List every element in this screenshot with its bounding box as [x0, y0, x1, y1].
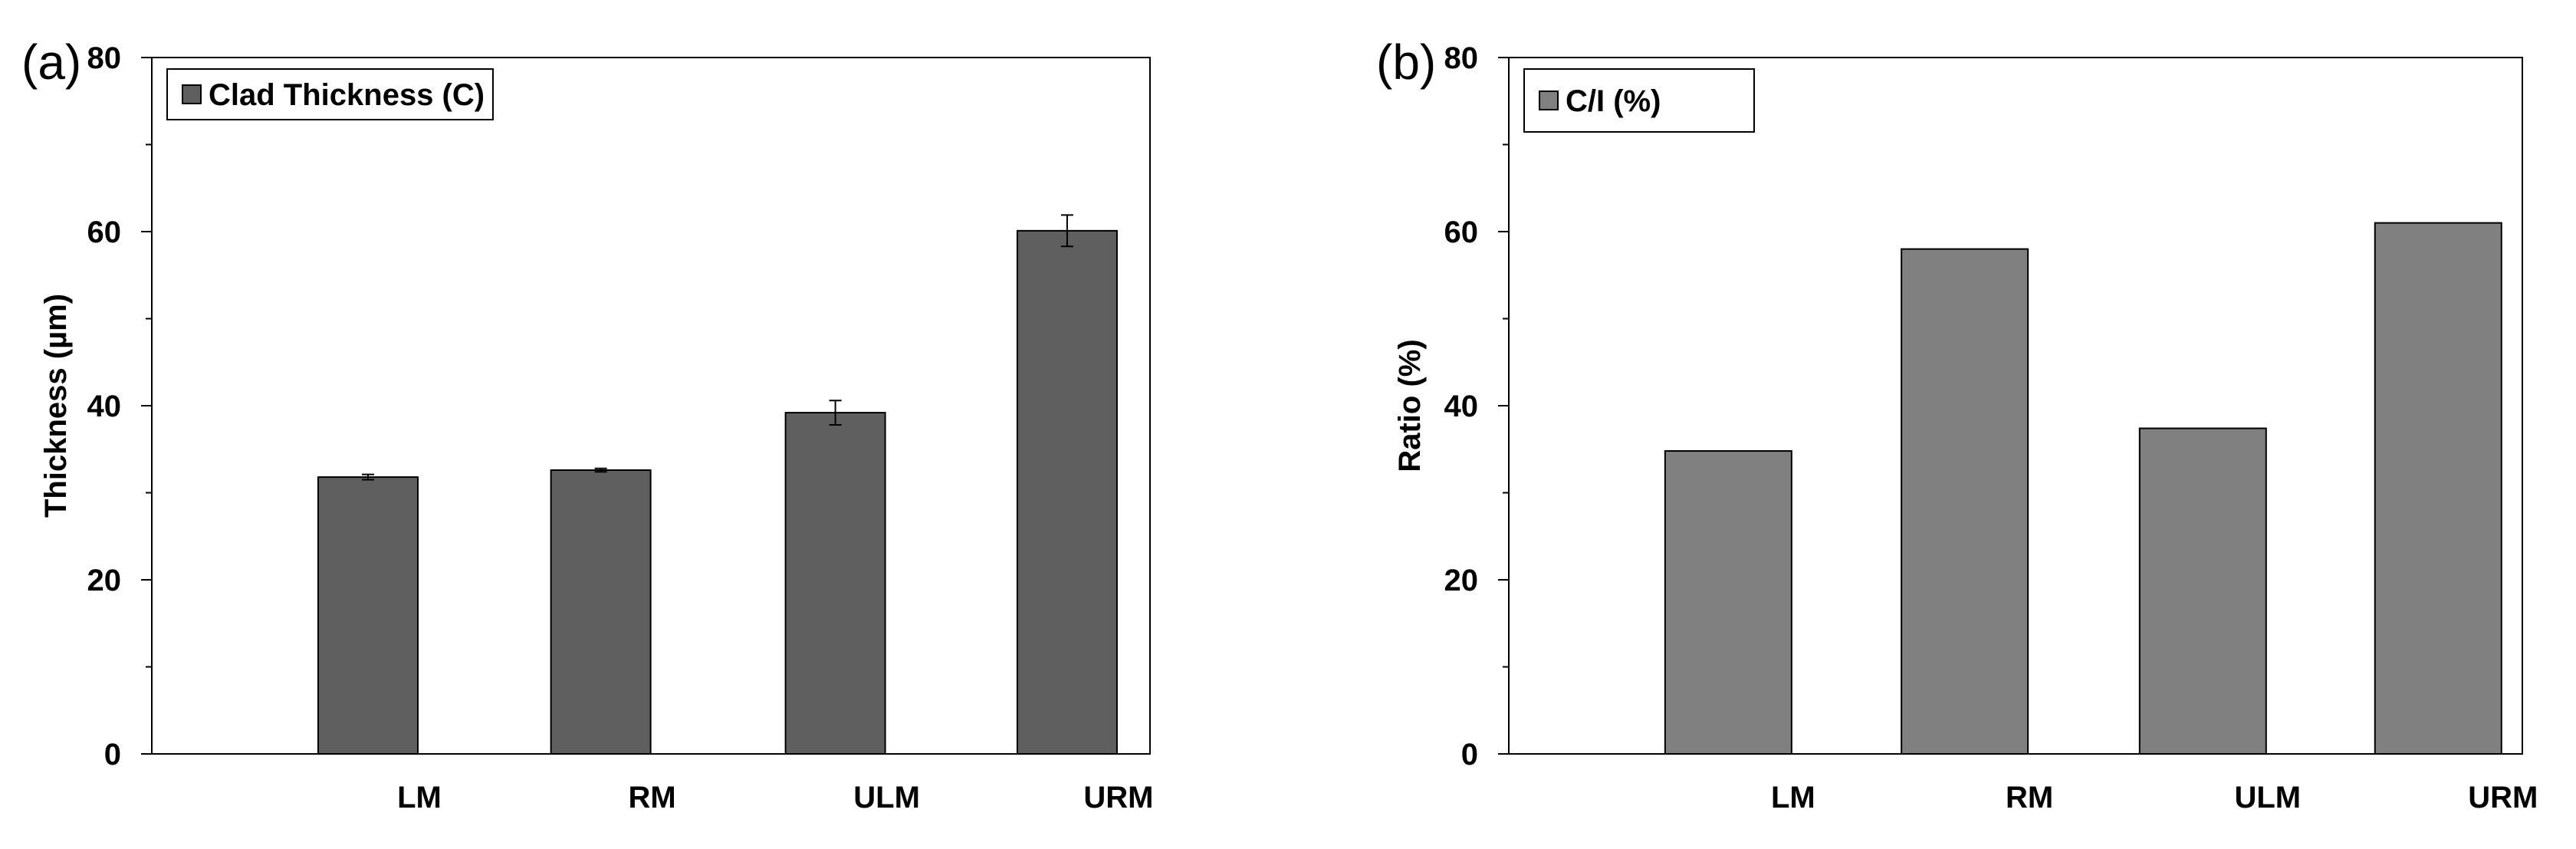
- chart-a: (a) 0 20 40 60 80 Thickness (µm) LM RM ULM URM Clad…: [21, 35, 1153, 814]
- bar-urm: [1016, 229, 1118, 755]
- x-tick-label-rm: RM: [2006, 781, 2053, 814]
- legend-label: Clad Thickness (C): [209, 78, 485, 112]
- x-tick-label-lm: LM: [397, 781, 442, 814]
- legend-swatch: [1539, 90, 1559, 110]
- bar-urm: [2374, 222, 2502, 755]
- legend-label: C/I (%): [1566, 84, 1661, 118]
- y-tick-label: 20: [87, 564, 122, 597]
- panel-label: (a): [21, 35, 81, 90]
- y-tick-label: 60: [1444, 216, 1479, 249]
- y-tick-label: 0: [1461, 738, 1478, 772]
- y-tick-label: 80: [87, 41, 122, 75]
- bar-lm: [317, 476, 419, 755]
- y-tick-label: 60: [87, 216, 122, 249]
- legend-box: [1523, 68, 1755, 133]
- y-tick-label: 40: [87, 390, 122, 423]
- bar-ulm: [784, 412, 886, 755]
- legend: Clad Thickness (C): [166, 68, 494, 120]
- y-tick-label: 0: [104, 738, 121, 772]
- chart-b: (b) 0 20 40 60 80 Ratio (%) LM RM ULM URM C/I (%): [1376, 35, 2538, 814]
- y-tick-label: 40: [1444, 390, 1479, 423]
- y-tick-label: 20: [1444, 564, 1479, 597]
- x-tick-label-ulm: ULM: [853, 781, 920, 814]
- x-tick-label-urm: URM: [1083, 781, 1153, 814]
- x-tick-label-rm: RM: [629, 781, 676, 814]
- legend: C/I (%): [1523, 68, 1755, 133]
- y-tick-label: 80: [1444, 41, 1479, 75]
- x-tick-label-lm: LM: [1771, 781, 1815, 814]
- x-tick-label-urm: URM: [2468, 781, 2538, 814]
- legend-swatch: [182, 84, 202, 104]
- bar-rm: [1901, 248, 2029, 755]
- y-axis-title: Thickness (µm): [39, 294, 73, 518]
- bar-ulm: [2138, 427, 2267, 755]
- y-axis-title: Ratio (%): [1393, 339, 1427, 472]
- bar-lm: [1664, 450, 1792, 755]
- x-tick-label-ulm: ULM: [2234, 781, 2301, 814]
- bar-rm: [550, 469, 652, 755]
- legend-box: [166, 68, 494, 120]
- panel-label: (b): [1376, 35, 1436, 90]
